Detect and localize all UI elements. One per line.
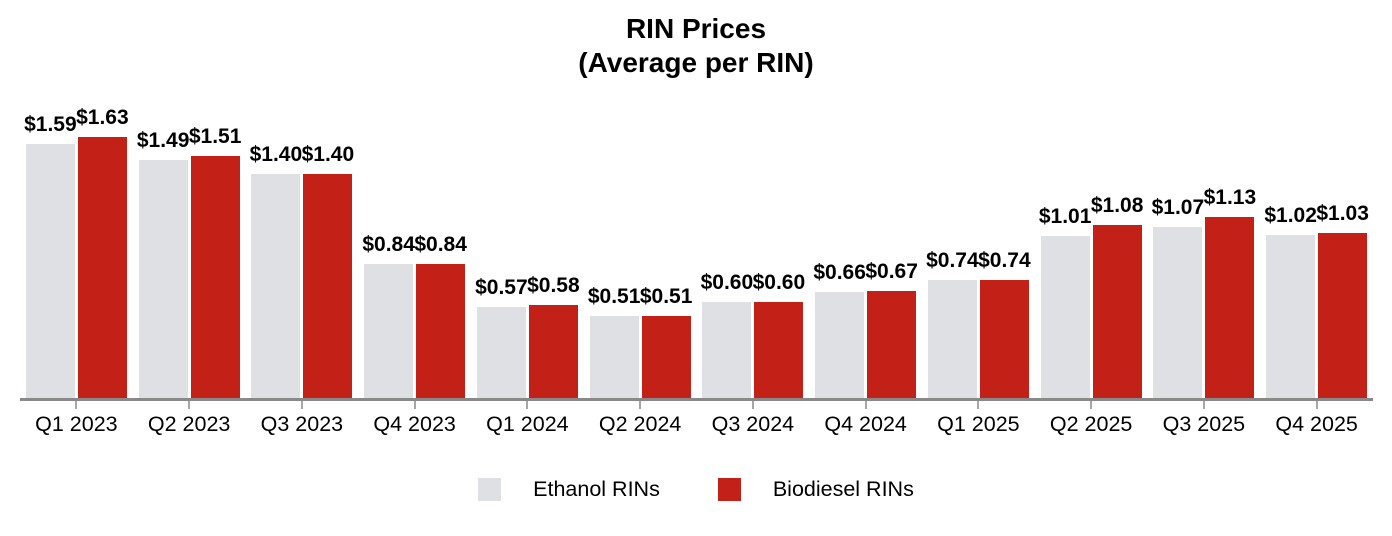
bar-group: $0.51 $0.51 xyxy=(584,0,697,409)
biodiesel-bar: $1.08 xyxy=(1091,194,1143,398)
x-axis-label: Q3 2024 xyxy=(711,412,795,436)
ethanol-value-label: $0.51 xyxy=(587,285,641,309)
ethanol-swatch xyxy=(478,478,502,501)
ethanol-bar: $0.74 xyxy=(926,249,979,398)
legend: Ethanol RINs Biodiesel RINs xyxy=(0,477,1392,502)
biodiesel-bar: $0.51 xyxy=(640,285,692,398)
biodiesel-bar: $1.51 xyxy=(189,125,241,398)
x-axis-label: Q4 2023 xyxy=(373,412,456,436)
ethanol-bar: $1.49 xyxy=(137,129,189,398)
ethanol-bar: $0.57 xyxy=(475,276,528,398)
ethanol-bar: $0.51 xyxy=(588,285,640,398)
ethanol-bar: $1.02 xyxy=(1264,204,1317,398)
ethanol-value-label: $1.07 xyxy=(1151,195,1205,219)
biodiesel-value-label: $0.58 xyxy=(527,274,580,298)
biodiesel-bar: $0.58 xyxy=(527,274,580,398)
axis-tick xyxy=(300,401,303,409)
biodiesel-value-label: $0.74 xyxy=(978,248,1031,272)
x-axis-label: Q1 2025 xyxy=(937,412,1020,436)
ethanol-bar: $1.01 xyxy=(1039,205,1091,398)
ethanol-value-label: $1.02 xyxy=(1264,203,1317,227)
biodiesel-bar: $1.03 xyxy=(1316,202,1369,398)
ethanol-value-label: $1.40 xyxy=(249,143,303,166)
ethanol-bar: $1.59 xyxy=(24,113,77,398)
bar-group: $0.74 $0.74 xyxy=(922,0,1035,409)
ethanol-bar: $0.66 xyxy=(813,261,866,398)
x-axis-label: Q2 2024 xyxy=(598,412,682,436)
chart-title-line2: (Average per RIN) xyxy=(578,47,814,78)
biodiesel-value-label: $0.51 xyxy=(639,285,693,309)
legend-item-biodiesel: Biodiesel RINs xyxy=(717,477,914,502)
axis-tick xyxy=(413,401,416,409)
biodiesel-bar: $1.63 xyxy=(76,106,129,398)
biodiesel-bar: $0.67 xyxy=(865,260,918,398)
axis-tick xyxy=(751,401,754,409)
axis-tick xyxy=(1202,401,1205,409)
biodiesel-value-label: $1.13 xyxy=(1203,186,1257,210)
x-axis-label: Q3 2025 xyxy=(1162,412,1246,436)
plot-area: $1.59 $1.63 $1.49 $1.51 $1.40 $1.40 $0.84 $0.84… xyxy=(20,0,1373,409)
ethanol-value-label: $0.84 xyxy=(362,232,415,256)
x-axis-label: Q1 2024 xyxy=(486,412,569,436)
ethanol-value-label: $0.57 xyxy=(475,275,528,299)
biodiesel-swatch xyxy=(717,478,741,501)
bar-group: $1.49 $1.51 xyxy=(133,0,246,409)
axis-tick xyxy=(188,401,191,409)
x-axis-label: Q4 2024 xyxy=(824,412,907,436)
ethanol-bar: $0.60 xyxy=(701,271,753,398)
bar-group: $1.59 $1.63 xyxy=(20,0,133,409)
bar-group: $0.57 $0.58 xyxy=(471,0,584,409)
biodiesel-value-label: $0.60 xyxy=(752,271,806,294)
biodiesel-bar: $0.84 xyxy=(414,233,467,398)
axis-tick xyxy=(1315,401,1318,409)
biodiesel-bar: $0.60 xyxy=(753,271,805,398)
x-axis-label: Q4 2025 xyxy=(1275,412,1358,436)
bar-group: $1.07 $1.13 xyxy=(1148,0,1261,409)
biodiesel-value-label: $1.63 xyxy=(76,106,129,130)
ethanol-bar: $0.84 xyxy=(362,233,415,398)
ethanol-value-label: $0.74 xyxy=(926,248,979,272)
bar-group: $1.40 $1.40 xyxy=(246,0,359,409)
x-axis-label: Q1 2023 xyxy=(35,412,118,436)
x-axis-label: Q2 2025 xyxy=(1049,412,1133,436)
axis-tick xyxy=(977,401,980,409)
ethanol-value-label: $1.49 xyxy=(136,128,190,152)
bar-group: $1.01 $1.08 xyxy=(1035,0,1148,409)
bar-group: $0.60 $0.60 xyxy=(697,0,810,409)
chart-title-line1: RIN Prices xyxy=(625,13,767,44)
biodiesel-bar: $1.13 xyxy=(1204,186,1256,398)
ethanol-bar: $1.40 xyxy=(250,143,302,398)
biodiesel-value-label: $1.51 xyxy=(188,125,242,149)
legend-label: Biodiesel RINs xyxy=(772,477,914,501)
ethanol-value-label: $0.66 xyxy=(813,261,866,285)
bar-group: $0.66 $0.67 xyxy=(809,0,922,409)
x-axis-line xyxy=(20,398,1373,401)
bar-group: $1.02 $1.03 xyxy=(1260,0,1373,409)
x-axis-label: Q3 2023 xyxy=(260,412,344,436)
biodiesel-value-label: $1.08 xyxy=(1090,194,1144,218)
bar-group: $0.84 $0.84 xyxy=(358,0,471,409)
biodiesel-value-label: $0.67 xyxy=(865,259,918,283)
legend-label: Ethanol RINs xyxy=(533,477,660,501)
ethanol-value-label: $0.60 xyxy=(700,271,754,294)
x-axis-labels: Q1 2023 Q2 2023 Q3 2023 Q4 2023 Q1 2024 Q2 20… xyxy=(20,412,1373,437)
biodiesel-value-label: $1.40 xyxy=(301,143,355,166)
ethanol-value-label: $1.59 xyxy=(24,112,77,136)
axis-tick xyxy=(75,401,78,409)
legend-item-ethanol: Ethanol RINs xyxy=(478,477,660,502)
x-axis-label: Q2 2023 xyxy=(147,412,231,436)
chart-title: RIN Prices (Average per RIN) xyxy=(0,12,1392,80)
axis-tick xyxy=(1090,401,1093,409)
axis-tick xyxy=(639,401,642,409)
biodiesel-bar: $0.74 xyxy=(978,249,1031,398)
axis-tick xyxy=(526,401,529,409)
axis-tick xyxy=(864,401,867,409)
biodiesel-bar: $1.40 xyxy=(302,143,354,398)
ethanol-bar: $1.07 xyxy=(1152,196,1204,398)
ethanol-value-label: $1.01 xyxy=(1038,205,1092,229)
biodiesel-value-label: $0.84 xyxy=(414,232,467,256)
biodiesel-value-label: $1.03 xyxy=(1316,202,1369,226)
